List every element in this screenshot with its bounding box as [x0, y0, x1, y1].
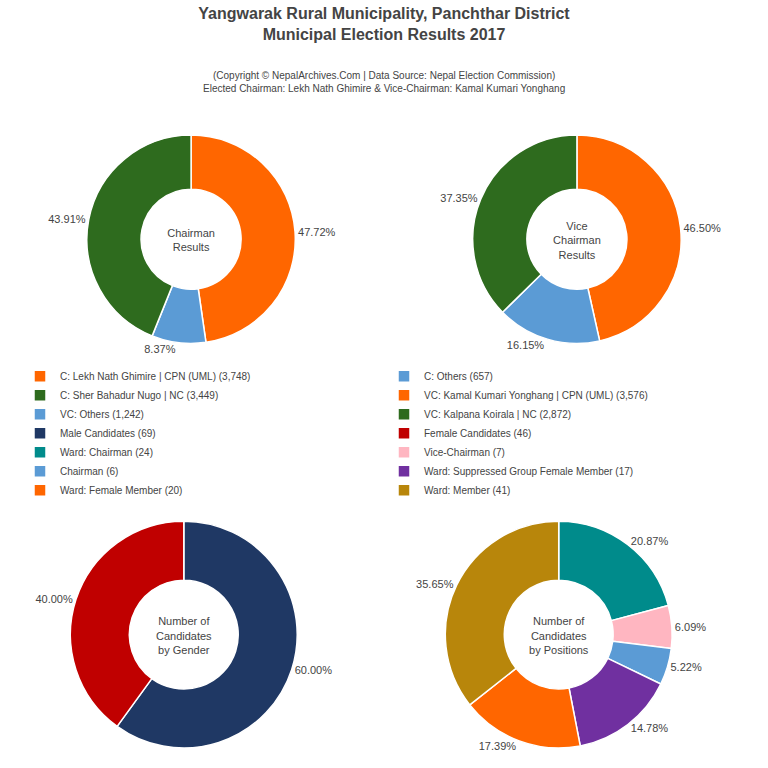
svg-text:46.50%: 46.50% — [684, 222, 722, 234]
svg-text:60.00%: 60.00% — [295, 664, 333, 676]
svg-text:C: Sher Bahadur Nugo | NC (3,4: C: Sher Bahadur Nugo | NC (3,449) — [60, 390, 218, 401]
svg-text:Chairman (6): Chairman (6) — [60, 466, 118, 477]
svg-text:35.65%: 35.65% — [416, 578, 454, 590]
svg-text:Number ofCandidatesby Position: Number ofCandidatesby Positions — [529, 615, 589, 656]
svg-text:5.22%: 5.22% — [670, 661, 701, 673]
svg-text:43.91%: 43.91% — [48, 213, 86, 225]
svg-text:14.78%: 14.78% — [631, 722, 669, 734]
svg-text:37.35%: 37.35% — [440, 192, 478, 204]
svg-text:Number ofCandidatesby Gender: Number ofCandidatesby Gender — [156, 615, 212, 656]
svg-text:Ward: Member (41): Ward: Member (41) — [424, 485, 510, 496]
svg-text:16.15%: 16.15% — [507, 339, 545, 351]
svg-text:ChairmanResults: ChairmanResults — [167, 227, 215, 253]
svg-text:8.37%: 8.37% — [144, 343, 175, 355]
svg-text:VC: Others (1,242): VC: Others (1,242) — [60, 409, 144, 420]
svg-text:6.09%: 6.09% — [675, 621, 706, 633]
svg-text:40.00%: 40.00% — [35, 593, 73, 605]
svg-text:VC: Kamal Kumari Yonghang | CP: VC: Kamal Kumari Yonghang | CPN (UML) (3… — [424, 390, 648, 401]
svg-text:47.72%: 47.72% — [298, 226, 336, 238]
svg-text:17.39%: 17.39% — [479, 740, 517, 752]
svg-text:Ward: Female Member (20): Ward: Female Member (20) — [60, 485, 182, 496]
svg-text:Yangwarak Rural Municipality,: Yangwarak Rural Municipality, Panchthar … — [198, 5, 570, 43]
svg-text:20.87%: 20.87% — [631, 535, 669, 547]
svg-text:Vice-Chairman (7): Vice-Chairman (7) — [424, 447, 505, 458]
svg-text:Ward: Chairman (24): Ward: Chairman (24) — [60, 447, 153, 458]
svg-text:(Copyright © NepalArchives.Com: (Copyright © NepalArchives.Com | Data So… — [203, 70, 565, 94]
svg-text:C: Lekh Nath Ghimire | CPN (UM: C: Lekh Nath Ghimire | CPN (UML) (3,748) — [60, 371, 250, 382]
svg-text:Ward: Suppressed Group Female: Ward: Suppressed Group Female Member (17… — [424, 466, 633, 477]
svg-text:Female Candidates (46): Female Candidates (46) — [424, 428, 531, 439]
svg-text:VC: Kalpana Koirala | NC (2,87: VC: Kalpana Koirala | NC (2,872) — [424, 409, 571, 420]
svg-text:ViceChairmanResults: ViceChairmanResults — [553, 220, 601, 261]
svg-text:C: Others (657): C: Others (657) — [424, 371, 493, 382]
svg-text:Male Candidates (69): Male Candidates (69) — [60, 428, 156, 439]
